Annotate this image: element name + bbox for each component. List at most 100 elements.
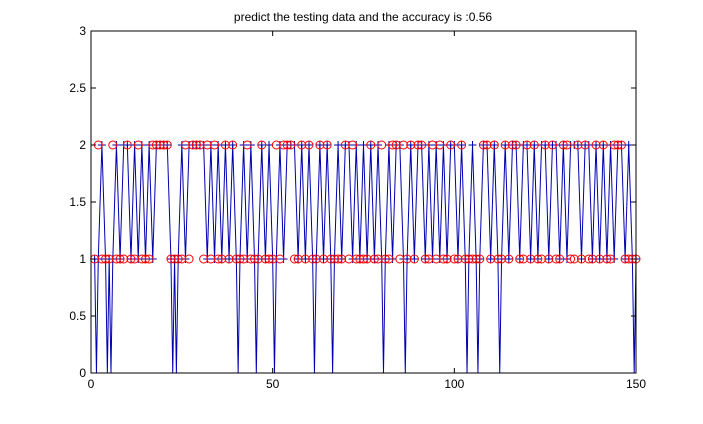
circle-marker (213, 254, 223, 264)
circle-marker (177, 254, 187, 264)
circle-marker (115, 254, 125, 264)
circle-marker (326, 254, 336, 264)
circle-marker (395, 254, 405, 264)
circle-marker (468, 254, 477, 264)
circle-marker (507, 140, 517, 150)
plus-marker (501, 141, 510, 149)
circle-marker (159, 140, 169, 150)
circle-marker (108, 140, 118, 150)
circle-marker (577, 254, 586, 264)
circle-marker (173, 254, 183, 264)
circle-marker (300, 254, 310, 264)
circle-marker (457, 140, 467, 150)
circle-marker (486, 254, 496, 264)
circle-marker (260, 254, 270, 264)
circle-marker (253, 254, 263, 264)
circle-marker (518, 254, 528, 264)
plus-marker (301, 255, 310, 263)
circle-marker (413, 140, 423, 150)
circle-marker (355, 254, 365, 264)
plus-marker (305, 141, 313, 149)
plus-marker (315, 141, 324, 149)
circle-marker (497, 254, 507, 264)
circle-marker (97, 254, 107, 264)
circle-marker (500, 140, 510, 150)
plus-marker (457, 141, 466, 149)
plus-marker (544, 255, 553, 263)
circle-marker (482, 140, 492, 150)
circle-marker (122, 140, 132, 150)
circle-marker (537, 254, 547, 264)
circle-marker (449, 254, 459, 264)
circle-marker (478, 140, 488, 150)
circle-marker (602, 254, 612, 264)
circle-marker (206, 254, 216, 264)
y-tick-label: 0 (79, 366, 86, 380)
plus-marker (530, 141, 539, 149)
circle-marker (544, 254, 554, 264)
circle-marker (613, 140, 623, 150)
circle-marker (573, 140, 583, 150)
circle-marker (369, 254, 379, 264)
plus-marker (359, 141, 368, 149)
circle-marker (351, 254, 361, 264)
circle-marker (340, 140, 350, 150)
circle-marker (242, 140, 252, 150)
plus-marker (366, 141, 375, 149)
plus-marker (403, 255, 412, 263)
circle-marker (235, 254, 245, 264)
plus-marker (225, 255, 234, 263)
x-tick-label: 0 (88, 377, 95, 391)
circle-marker (293, 254, 303, 264)
circle-marker (504, 254, 514, 264)
circle-marker (144, 254, 154, 264)
circle-marker (239, 254, 249, 264)
plus-marker (410, 255, 419, 263)
plus-marker (319, 255, 328, 263)
circle-marker (311, 254, 321, 264)
circle-marker (264, 254, 274, 264)
circle-marker (217, 254, 227, 264)
circle-marker (348, 140, 358, 150)
circle-marker (384, 254, 394, 264)
circle-marker (489, 140, 499, 150)
circle-marker (391, 140, 401, 150)
circle-marker (155, 140, 165, 150)
circle-marker (529, 140, 539, 150)
plus-marker (504, 255, 513, 263)
y-tick-label: 2 (79, 138, 86, 152)
circle-marker (126, 254, 136, 264)
plus-marker (599, 141, 608, 149)
y-tick-label: 1.5 (69, 195, 86, 209)
circle-marker (620, 254, 630, 264)
circle-marker (555, 254, 565, 264)
circle-marker (319, 254, 329, 264)
circle-marker (282, 140, 292, 150)
circle-marker (137, 254, 147, 264)
plus-marker (592, 141, 601, 149)
circle-marker (141, 254, 150, 264)
plus-marker (541, 141, 550, 149)
circle-marker (587, 254, 597, 264)
plus-marker (123, 141, 132, 149)
circle-marker (424, 254, 434, 264)
plus-marker (577, 255, 586, 263)
circle-marker (569, 254, 579, 264)
plus-marker (490, 141, 499, 149)
circle-marker (388, 140, 398, 150)
plus-marker (573, 141, 582, 149)
circle-marker (133, 140, 143, 150)
circle-marker (119, 254, 129, 264)
circle-marker (279, 140, 289, 150)
plus-marker (323, 141, 332, 149)
circle-marker (191, 140, 201, 150)
circle-marker (297, 140, 307, 150)
circle-marker (257, 140, 267, 150)
circle-marker (195, 140, 205, 150)
circle-marker (162, 140, 172, 150)
circle-marker (398, 140, 408, 150)
circle-marker (337, 254, 347, 264)
circle-marker (373, 254, 383, 264)
circle-marker (199, 254, 209, 264)
